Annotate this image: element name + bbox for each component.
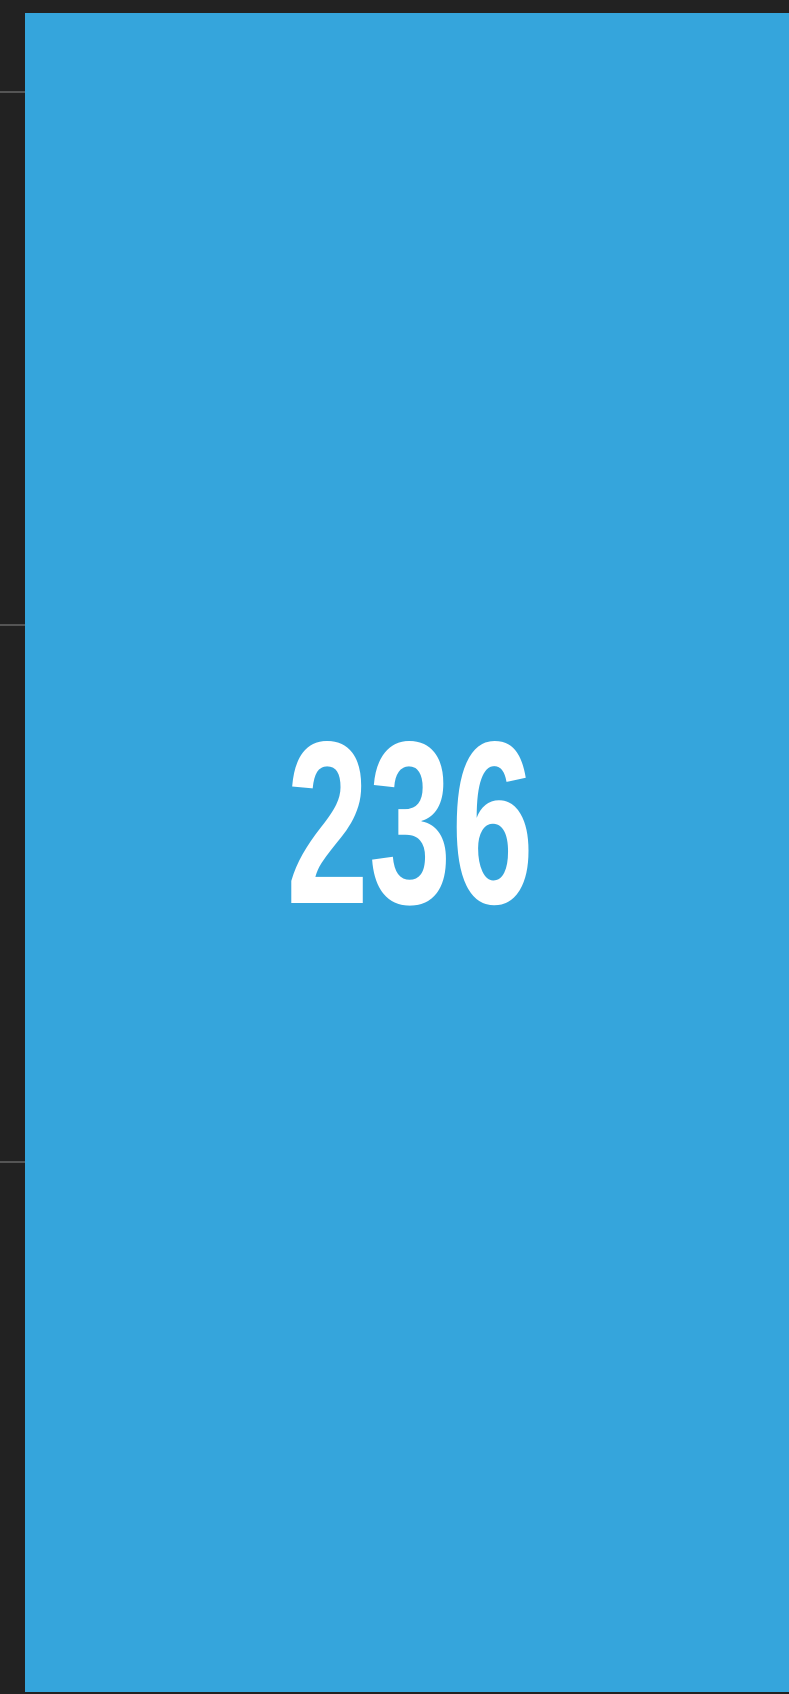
counter-group: 236: [286, 695, 534, 953]
counter-value: 236: [286, 695, 534, 953]
counter-panel[interactable]: [25, 13, 789, 1692]
